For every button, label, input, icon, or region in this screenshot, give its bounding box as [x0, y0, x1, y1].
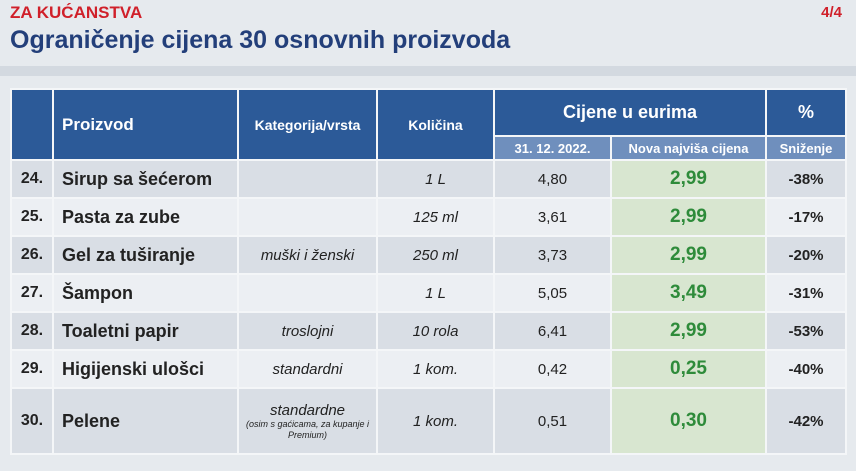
header-cell: 31. 12. 2022.	[493, 135, 612, 161]
new-price: 2,99	[609, 311, 768, 351]
new-price: 0,30	[609, 387, 768, 455]
table-row: 28. Toaletni papir troslojni 10 rola 6,41 2,9…	[10, 311, 848, 351]
header-cell: Nova najviša cijena	[609, 135, 768, 161]
category-text: standardni	[272, 360, 343, 378]
slide-title: Ograničenje cijena 30 osnovnih proizvoda	[10, 26, 511, 54]
head-row: 31. 12. 2022. Nova najviša cijena Snižen…	[11, 135, 848, 161]
header-cell	[10, 88, 54, 161]
reduction: -20%	[765, 235, 848, 275]
product: Sirup sa šećerom	[52, 159, 239, 199]
row-number: 30.	[10, 387, 54, 455]
page-number: 4/4	[821, 4, 842, 21]
reduction: -38%	[765, 159, 848, 199]
row-number: 27.	[10, 273, 54, 313]
new-price: 3,49	[609, 273, 768, 313]
new-price: 2,99	[609, 197, 768, 237]
old-price: 3,73	[493, 235, 612, 275]
old-price: 6,41	[493, 311, 612, 351]
header-cell: Sniženje	[765, 135, 848, 161]
reduction: -42%	[765, 387, 848, 455]
row-number: 24.	[10, 159, 54, 199]
category	[237, 273, 378, 313]
header-cell: Proizvod	[52, 88, 239, 161]
old-price: 0,51	[493, 387, 612, 455]
head-row: Proizvod Kategorija/vrsta Količina Cijen…	[10, 88, 848, 161]
category: standardne (osim s gaćicama, za kupanje i…	[237, 387, 378, 455]
price-table: Proizvod Kategorija/vrsta Količina Cijen…	[10, 88, 848, 455]
reduction: -40%	[765, 349, 848, 389]
section-label: ZA KUĆANSTVA	[10, 3, 143, 22]
table-row: 30. Pelene standardne (osim s gaćicama, za …	[10, 387, 848, 455]
quantity: 1 kom.	[376, 387, 495, 455]
divider	[0, 66, 856, 76]
row-number: 29.	[10, 349, 54, 389]
table-row: 24. Sirup sa šećerom 1 L 4,80 2,99 -38%	[10, 159, 848, 199]
row-number: 25.	[10, 197, 54, 237]
quantity: 125 ml	[376, 197, 495, 237]
category	[237, 159, 378, 199]
quantity: 1 L	[376, 273, 495, 313]
quantity: 10 rola	[376, 311, 495, 351]
old-price: 4,80	[493, 159, 612, 199]
product: Šampon	[52, 273, 239, 313]
product: Toaletni papir	[52, 311, 239, 351]
product: Higijenski ulošci	[52, 349, 239, 389]
reduction: -53%	[765, 311, 848, 351]
new-price: 2,99	[609, 159, 768, 199]
old-price: 0,42	[493, 349, 612, 389]
table-row: 29. Higijenski ulošci standardni 1 kom. 0,42…	[10, 349, 848, 389]
old-price: 3,61	[493, 197, 612, 237]
category-text: standardne	[269, 401, 346, 419]
reduction: -17%	[765, 197, 848, 237]
header-cell: Količina	[376, 88, 495, 161]
old-price: 5,05	[493, 273, 612, 313]
new-price: 2,99	[609, 235, 768, 275]
quantity: 1 L	[376, 159, 495, 199]
category: muški i ženski	[237, 235, 378, 275]
category	[237, 197, 378, 237]
product: Pelene	[52, 387, 239, 455]
row-number: 26.	[10, 235, 54, 275]
header-cell: %	[765, 88, 848, 137]
table-row: 26. Gel za tuširanje muški i ženski 250 ml 3…	[10, 235, 848, 275]
new-price: 0,25	[609, 349, 768, 389]
row-number: 28.	[10, 311, 54, 351]
quantity: 250 ml	[376, 235, 495, 275]
category-text: (osim s gaćicama, za kupanje i Premium)	[245, 418, 370, 440]
header-cell: Kategorija/vrsta	[237, 88, 378, 161]
table-body: 24. Sirup sa šećerom 1 L 4,80 2,99 -38% 25. Pas…	[10, 159, 848, 455]
product: Gel za tuširanje	[52, 235, 239, 275]
table-row: 25. Pasta za zube 125 ml 3,61 2,99 -17%	[10, 197, 848, 237]
header-cell: Cijene u eurima	[492, 88, 768, 137]
category-text: muški i ženski	[260, 246, 355, 264]
product: Pasta za zube	[52, 197, 239, 237]
table-row: 27. Šampon 1 L 5,05 3,49 -31%	[10, 273, 848, 313]
reduction: -31%	[765, 273, 848, 313]
category: troslojni	[237, 311, 378, 351]
category: standardni	[237, 349, 378, 389]
table-head: Proizvod Kategorija/vrsta Količina Cijen…	[10, 88, 848, 161]
category-text: troslojni	[281, 322, 334, 340]
quantity: 1 kom.	[376, 349, 495, 389]
